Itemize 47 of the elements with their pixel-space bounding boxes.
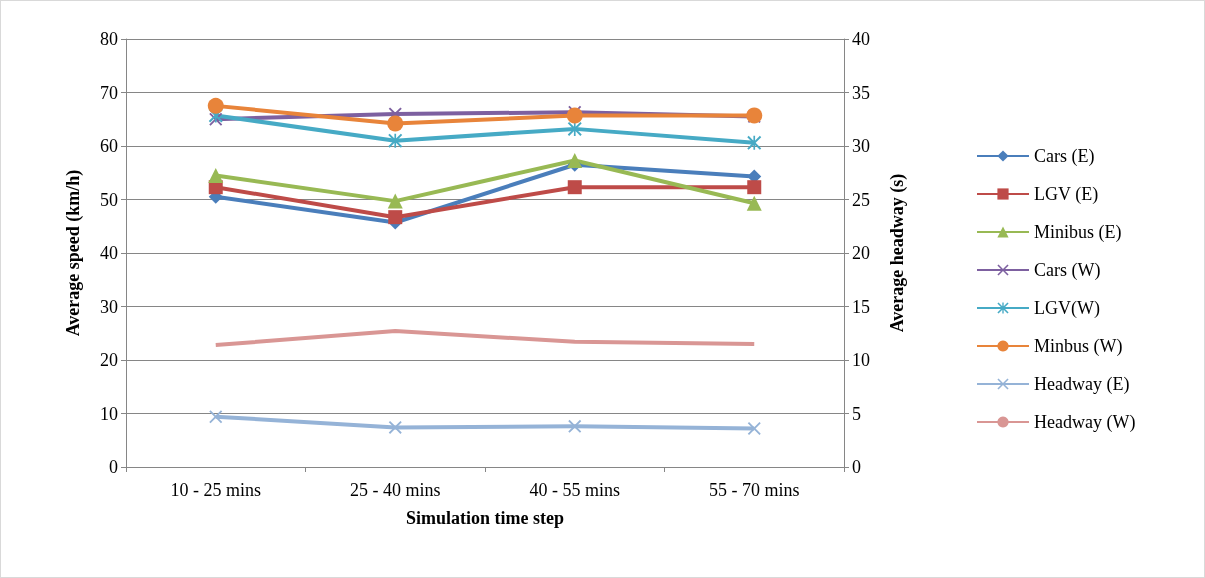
legend-label: Minibus (E) [1034, 222, 1122, 243]
legend-label: LGV(W) [1034, 298, 1100, 319]
point [567, 152, 583, 168]
x-tick-label: 55 - 70 mins [708, 480, 800, 500]
y2-tick-label: 0 [852, 457, 861, 477]
point [566, 107, 583, 124]
y2-tick-label: 40 [852, 29, 870, 49]
y2-tick-label: 5 [852, 403, 861, 424]
y-tick-label: 80 [100, 29, 118, 49]
legend-label: Minbus (W) [1034, 336, 1123, 357]
point [387, 193, 403, 209]
point [567, 121, 582, 136]
y-tick-label: 0 [109, 457, 118, 477]
point [746, 195, 762, 211]
y2-tick-label: 20 [852, 243, 870, 263]
point [388, 210, 403, 225]
y2-tick-label: 25 [852, 189, 870, 210]
y-tick-label: 20 [100, 350, 118, 370]
point [567, 180, 582, 195]
y2-tick-label: 10 [852, 350, 870, 370]
y2-tick-label: 15 [852, 296, 870, 317]
y-tick-label: 40 [100, 243, 118, 263]
line-series [213, 329, 757, 348]
point [747, 135, 762, 150]
legend-label: LGV (E) [1034, 184, 1099, 205]
point [388, 133, 403, 148]
x-tick-label: 25 - 40 mins [349, 480, 441, 500]
y-tick-label: 60 [100, 136, 118, 156]
y-tick-label: 10 [100, 403, 118, 424]
legend-label: Cars (E) [1034, 146, 1095, 167]
y-tick-label: 30 [100, 296, 118, 317]
y2-axis-title: Average headway (s) [887, 173, 908, 333]
y-axis-title: Average speed (km/h) [63, 169, 84, 337]
point [387, 115, 404, 132]
legend-label: Headway (E) [1034, 374, 1130, 395]
x-tick-label: 40 - 55 mins [529, 480, 621, 500]
y-tick-label: 50 [100, 189, 118, 210]
y2-tick-label: 30 [852, 136, 870, 156]
y2-tick-label: 35 [852, 82, 870, 103]
legend-label: Headway (W) [1034, 412, 1136, 433]
legend-label: Cars (W) [1034, 260, 1101, 281]
x-axis-title: Simulation time step [405, 508, 565, 528]
point [747, 180, 762, 195]
point [208, 167, 224, 183]
x-tick-label: 10 - 25 mins [170, 480, 262, 500]
point [207, 97, 224, 114]
y-tick-label: 70 [100, 82, 118, 103]
